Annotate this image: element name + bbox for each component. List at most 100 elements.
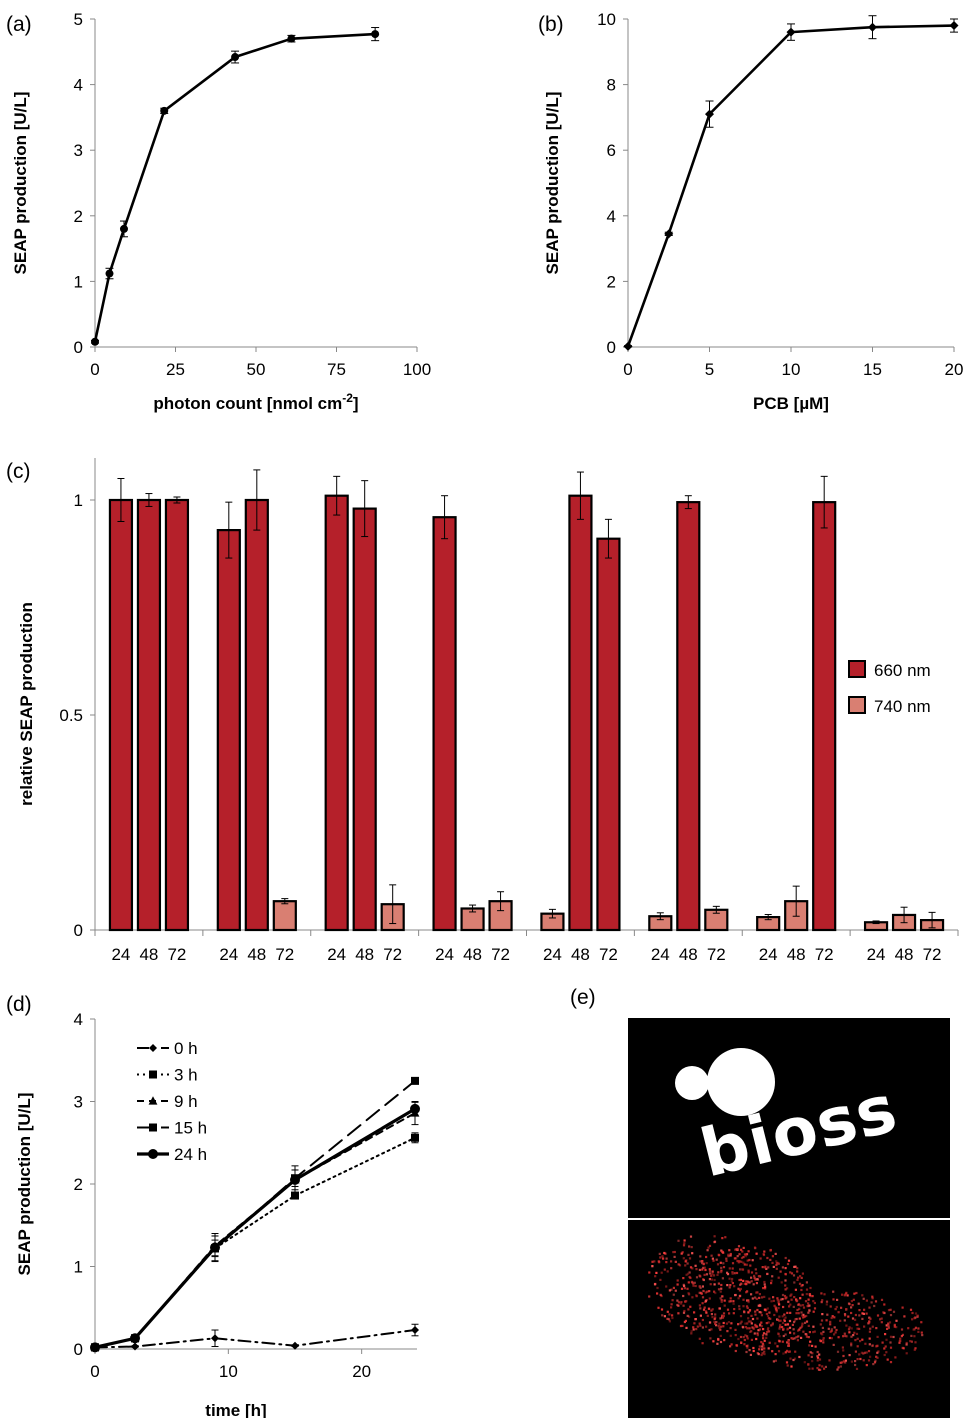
speckle — [702, 1262, 705, 1265]
speckle — [845, 1308, 848, 1311]
speckle — [760, 1341, 763, 1344]
speckle — [736, 1248, 739, 1251]
speckle — [728, 1312, 731, 1315]
x-tick-label: 72 — [923, 945, 942, 964]
speckle — [843, 1319, 846, 1322]
speckle — [901, 1306, 904, 1309]
speckle — [876, 1314, 880, 1317]
speckle — [702, 1308, 706, 1311]
y-tick-label: 1 — [74, 491, 83, 510]
y-tick-label: 0 — [74, 338, 83, 357]
speckle — [695, 1268, 698, 1271]
speckle — [719, 1290, 722, 1293]
speckle — [805, 1335, 808, 1338]
speckle — [795, 1317, 799, 1321]
speckle — [655, 1271, 658, 1274]
error-bar — [548, 908, 556, 919]
speckle — [703, 1306, 706, 1309]
speckle — [861, 1294, 864, 1297]
speckle — [726, 1271, 729, 1274]
speckle — [747, 1317, 750, 1320]
speckle — [885, 1351, 888, 1354]
speckle — [763, 1339, 766, 1342]
speckle — [853, 1331, 856, 1334]
speckle — [699, 1260, 702, 1263]
speckle — [893, 1325, 896, 1328]
speckle — [861, 1317, 864, 1320]
x-tick-label: 24 — [219, 945, 238, 964]
x-tick-label: 20 — [945, 360, 964, 379]
speckle — [816, 1367, 819, 1370]
speckle — [913, 1335, 916, 1338]
speckle — [766, 1256, 769, 1260]
legend-label: 660 nm — [874, 661, 931, 680]
speckle — [856, 1327, 859, 1330]
series-line — [93, 32, 376, 343]
speckle — [753, 1246, 757, 1249]
speckle — [681, 1251, 684, 1254]
speckle — [663, 1268, 666, 1271]
series-line — [626, 24, 955, 347]
legend-marker — [149, 1123, 157, 1132]
speckle — [660, 1271, 663, 1274]
speckle — [868, 1306, 871, 1309]
speckle — [777, 1276, 780, 1279]
speckle — [845, 1324, 848, 1327]
speckle — [842, 1360, 845, 1363]
speckle — [793, 1332, 796, 1335]
speckle — [905, 1343, 908, 1346]
speckle — [703, 1273, 706, 1276]
speckle — [771, 1323, 774, 1326]
speckle — [865, 1312, 868, 1315]
y-tick-label: 4 — [74, 76, 83, 95]
speckle — [720, 1325, 723, 1328]
speckle — [778, 1315, 781, 1318]
speckle — [767, 1317, 770, 1320]
speckle — [663, 1315, 666, 1318]
speckle — [765, 1333, 768, 1336]
x-tick-label: 48 — [247, 945, 266, 964]
speckle — [682, 1311, 686, 1314]
speckle — [802, 1313, 805, 1316]
speckle — [821, 1313, 824, 1316]
speckle — [686, 1262, 689, 1265]
speckle — [717, 1325, 720, 1328]
speckle — [763, 1350, 766, 1353]
speckle — [691, 1267, 694, 1270]
speckle — [738, 1289, 741, 1292]
speckle — [782, 1352, 785, 1355]
speckle — [726, 1273, 730, 1276]
speckle — [690, 1330, 693, 1333]
speckle — [769, 1258, 772, 1261]
speckle — [832, 1343, 835, 1346]
speckle — [742, 1279, 745, 1282]
speckle — [762, 1253, 766, 1257]
speckle — [772, 1299, 775, 1302]
speckle — [781, 1340, 784, 1343]
speckle — [662, 1257, 665, 1260]
speckle — [911, 1318, 914, 1321]
speckle — [844, 1359, 847, 1362]
speckle — [673, 1255, 676, 1258]
speckle — [743, 1310, 746, 1313]
error-bar — [684, 495, 692, 510]
bar — [812, 501, 837, 932]
speckle — [850, 1311, 853, 1315]
speckle — [786, 1287, 789, 1290]
speckle — [813, 1301, 816, 1305]
speckle — [747, 1320, 750, 1323]
speckle — [751, 1259, 754, 1262]
speckle — [901, 1333, 904, 1336]
speckle — [770, 1300, 773, 1303]
speckle — [830, 1337, 833, 1340]
data-point — [868, 22, 877, 32]
speckle — [760, 1321, 763, 1324]
speckle — [763, 1266, 767, 1269]
speckle — [868, 1343, 871, 1346]
speckle — [777, 1301, 780, 1304]
error-bar — [469, 904, 477, 913]
speckle — [755, 1297, 758, 1300]
speckle — [804, 1321, 807, 1324]
y-tick-label: 0 — [74, 921, 83, 940]
